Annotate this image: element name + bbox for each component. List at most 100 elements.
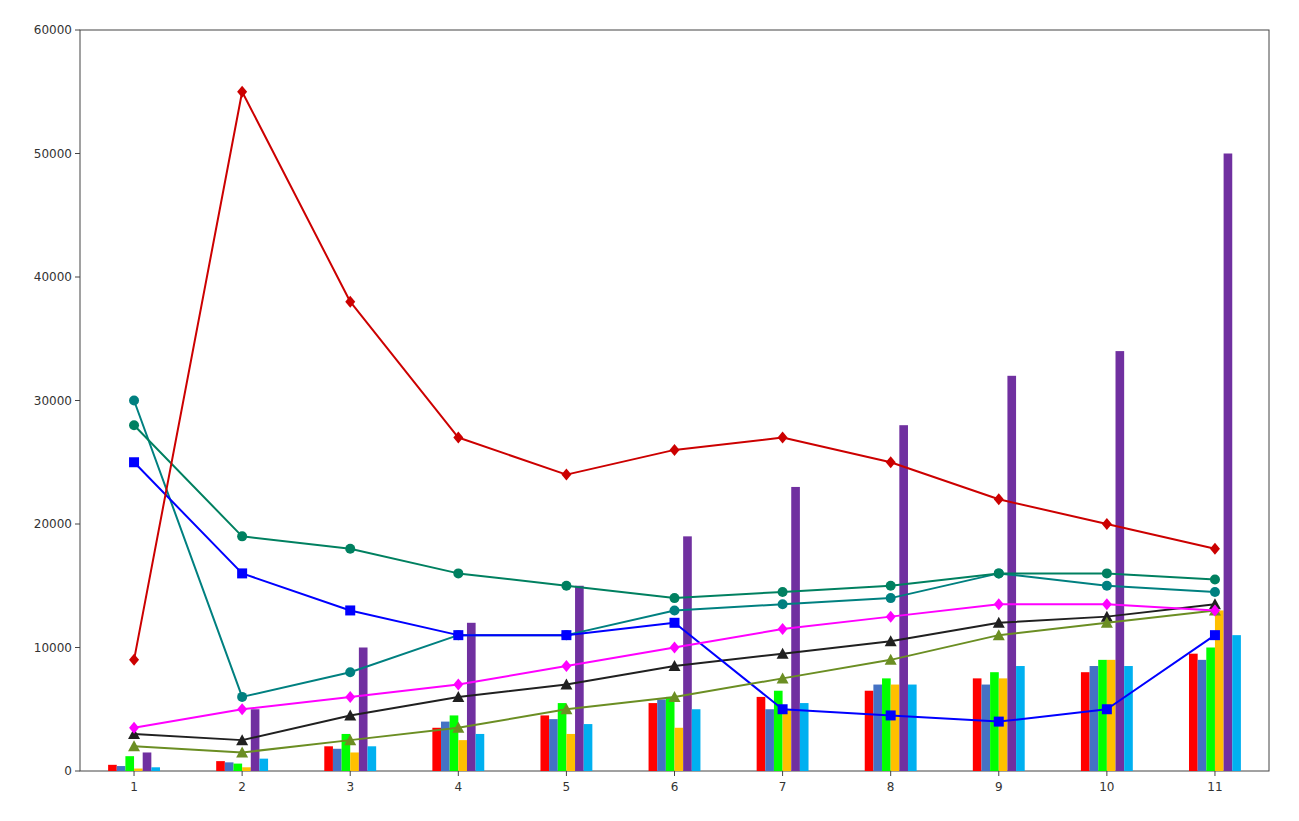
line — [134, 604, 1215, 740]
line-marker — [777, 648, 789, 659]
bar — [134, 769, 143, 771]
line-marker — [778, 432, 788, 444]
line-marker — [1102, 704, 1112, 714]
chart: 0100002000030000400005000060000123456789… — [0, 0, 1299, 821]
x-tick-label: 3 — [346, 780, 354, 794]
line-marker — [1210, 575, 1220, 585]
line-marker — [670, 605, 680, 615]
x-tick-label: 7 — [779, 780, 787, 794]
bar — [649, 703, 658, 771]
line-marker — [129, 722, 139, 734]
line-marker — [886, 456, 896, 468]
line-marker — [886, 593, 896, 603]
line-marker — [778, 599, 788, 609]
line-marker — [670, 593, 680, 603]
line-marker — [1210, 604, 1220, 616]
y-tick — [75, 771, 80, 772]
bar — [333, 749, 342, 771]
x-tick — [674, 771, 675, 776]
bar — [783, 709, 792, 771]
bar — [566, 734, 575, 771]
bar — [540, 715, 549, 771]
y-tick-label: 30000 — [34, 394, 72, 408]
bar — [549, 719, 558, 771]
line-marker — [345, 605, 355, 615]
line-series — [129, 396, 1220, 702]
bar — [125, 756, 134, 771]
bar — [791, 487, 800, 771]
bar — [973, 678, 982, 771]
line-marker — [669, 691, 681, 702]
y-tick — [75, 153, 80, 154]
line-marker — [560, 703, 572, 714]
bar — [1189, 654, 1198, 771]
x-tick-label: 5 — [563, 780, 571, 794]
bar — [476, 734, 485, 771]
y-tick — [75, 647, 80, 648]
bar — [467, 623, 476, 771]
x-tick — [1106, 771, 1107, 776]
line — [134, 462, 1215, 721]
line-marker — [994, 568, 1004, 578]
x-tick-label: 2 — [238, 780, 246, 794]
x-tick-label: 4 — [454, 780, 462, 794]
y-tick — [75, 400, 80, 401]
line-marker — [345, 544, 355, 554]
bar — [251, 709, 260, 771]
y-tick-label: 60000 — [34, 23, 72, 37]
line-marker — [561, 660, 571, 672]
bar — [873, 685, 882, 771]
x-tick-label: 8 — [887, 780, 895, 794]
line — [134, 604, 1215, 728]
line-marker — [778, 704, 788, 714]
line-marker — [237, 568, 247, 578]
line-marker — [778, 623, 788, 635]
x-tick-label: 11 — [1207, 780, 1222, 794]
bar — [757, 697, 766, 771]
line-marker — [344, 709, 356, 720]
bar — [765, 709, 774, 771]
y-tick — [75, 30, 80, 31]
bar — [1098, 660, 1107, 771]
line-marker — [1102, 598, 1112, 610]
bar — [1116, 351, 1125, 771]
line-marker — [561, 469, 571, 481]
bar — [981, 685, 990, 771]
x-tick — [566, 771, 567, 776]
bar — [657, 699, 666, 771]
bar — [1206, 648, 1215, 772]
line-marker — [561, 630, 571, 640]
bar — [242, 767, 251, 771]
line-marker — [1102, 518, 1112, 530]
line-marker — [777, 672, 789, 683]
line-marker — [670, 618, 680, 628]
line-marker — [453, 679, 463, 691]
line-marker — [561, 581, 571, 591]
x-tick — [242, 771, 243, 776]
x-tick-label: 9 — [995, 780, 1003, 794]
line-marker — [886, 611, 896, 623]
line-marker — [129, 396, 139, 406]
bar — [1224, 154, 1233, 772]
bar — [882, 678, 891, 771]
bar — [324, 746, 333, 771]
line-marker — [778, 587, 788, 597]
line-marker — [345, 296, 355, 308]
line-marker — [560, 679, 572, 690]
line-marker — [236, 734, 248, 745]
line-marker — [452, 691, 464, 702]
line-series — [128, 598, 1221, 745]
y-tick — [75, 524, 80, 525]
y-tick-label: 0 — [64, 764, 72, 778]
x-tick — [458, 771, 459, 776]
x-tick — [998, 771, 999, 776]
line-marker — [669, 660, 681, 671]
bar — [1198, 660, 1207, 771]
bar — [1124, 666, 1133, 771]
line-marker — [994, 568, 1004, 578]
line-marker — [237, 703, 247, 715]
bar — [458, 740, 467, 771]
line — [134, 401, 1215, 697]
bar — [1107, 660, 1116, 771]
y-tick-label: 50000 — [34, 147, 72, 161]
